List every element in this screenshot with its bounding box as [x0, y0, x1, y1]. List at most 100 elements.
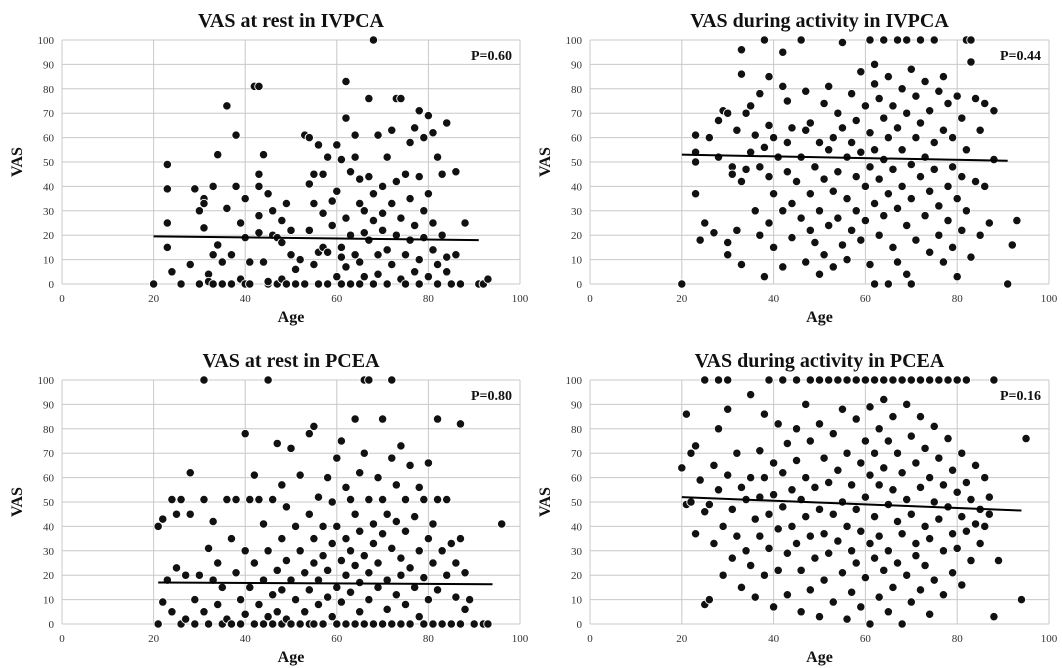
data-point — [373, 472, 383, 483]
data-point — [851, 171, 861, 182]
data-point — [869, 198, 880, 209]
data-point — [336, 597, 347, 607]
x-tick-label: 80 — [952, 293, 964, 305]
data-point — [1012, 215, 1022, 226]
data-point — [309, 421, 319, 432]
data-point — [865, 470, 875, 480]
data-point — [938, 125, 949, 135]
data-point — [837, 568, 848, 578]
x-tick-label: 0 — [587, 293, 593, 305]
data-point — [290, 264, 301, 275]
data-point — [911, 538, 921, 549]
data-point — [791, 176, 802, 187]
data-point — [732, 448, 742, 458]
data-point — [700, 507, 710, 517]
x-tick-label: 60 — [860, 293, 872, 305]
data-point — [970, 519, 981, 529]
data-point — [934, 230, 944, 240]
data-point — [874, 592, 884, 602]
x-axis-label: Age — [806, 649, 833, 666]
data-point — [745, 472, 756, 483]
data-point — [883, 607, 893, 617]
data-point — [677, 463, 687, 473]
data-point — [322, 279, 333, 289]
x-tick-label: 40 — [240, 633, 252, 645]
data-point — [171, 509, 182, 519]
p-value-annotation: P=0.44 — [1000, 49, 1041, 64]
data-point — [846, 480, 857, 490]
data-point — [322, 472, 333, 483]
data-point — [925, 106, 935, 116]
y-tick-label: 80 — [571, 424, 583, 436]
y-tick-label: 30 — [43, 206, 55, 218]
data-point — [428, 619, 438, 629]
data-point — [980, 98, 990, 109]
data-point — [897, 529, 907, 539]
data-point — [382, 245, 392, 255]
data-point — [442, 252, 452, 262]
data-point — [355, 279, 365, 289]
data-point — [208, 250, 218, 260]
data-point — [851, 115, 861, 126]
data-point — [819, 453, 829, 463]
data-point — [759, 142, 770, 153]
data-point — [300, 279, 310, 289]
y-tick-label: 70 — [571, 108, 583, 120]
data-point — [929, 497, 939, 507]
data-point — [677, 279, 687, 289]
data-point — [345, 494, 356, 505]
y-axis-label: VAS — [9, 147, 26, 177]
y-tick-label: 90 — [571, 399, 583, 411]
data-point — [764, 375, 774, 385]
data-point — [934, 453, 944, 463]
data-point — [819, 250, 829, 260]
data-point — [318, 619, 328, 629]
data-point — [980, 472, 990, 483]
x-tick-label: 60 — [331, 633, 343, 645]
scatter-panel-4: VAS during activity in PCEA 0 10 20 30 40 50 60… — [531, 340, 1062, 668]
data-point — [860, 375, 871, 385]
data-point — [943, 433, 953, 444]
data-point — [428, 218, 438, 228]
data-point — [902, 494, 912, 505]
data-point — [341, 76, 351, 87]
data-point — [258, 619, 269, 629]
data-point — [432, 279, 443, 289]
data-point — [419, 132, 429, 143]
data-point — [952, 543, 962, 554]
data-point — [400, 526, 411, 536]
data-point — [938, 71, 949, 82]
data-point — [359, 551, 369, 561]
data-point — [906, 159, 916, 170]
data-point — [943, 181, 953, 192]
data-point — [709, 460, 719, 471]
data-point — [892, 448, 903, 458]
data-point — [281, 502, 292, 512]
data-point — [718, 521, 728, 532]
data-point — [336, 154, 347, 165]
data-point — [947, 568, 958, 578]
data-point — [883, 279, 893, 289]
data-point — [906, 597, 916, 607]
data-point — [874, 480, 884, 490]
data-point — [382, 279, 392, 289]
data-point — [745, 101, 756, 111]
data-point — [419, 232, 429, 243]
data-point — [723, 108, 733, 118]
data-point — [801, 257, 811, 267]
data-point — [787, 521, 797, 532]
x-tick-label: 20 — [148, 633, 160, 645]
data-point — [364, 375, 374, 385]
data-point — [764, 171, 774, 182]
data-point — [290, 594, 301, 605]
data-point — [943, 98, 953, 109]
data-point — [902, 108, 912, 118]
data-point — [957, 113, 967, 123]
data-point — [483, 274, 493, 284]
y-tick-label: 100 — [38, 375, 55, 387]
data-point — [778, 262, 788, 272]
y-tick-label: 10 — [43, 255, 55, 267]
data-point — [277, 533, 287, 544]
data-point — [405, 563, 415, 573]
data-point — [961, 206, 972, 216]
